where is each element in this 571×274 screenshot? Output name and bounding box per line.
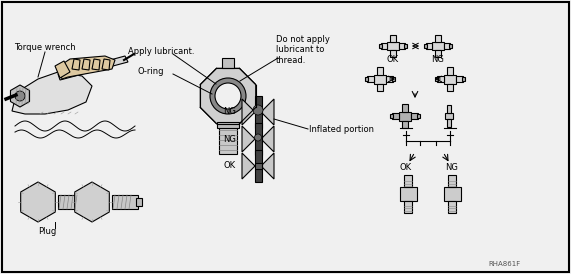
Bar bbox=[390, 50, 396, 57]
Bar bbox=[392, 113, 399, 119]
Circle shape bbox=[15, 91, 25, 101]
Bar bbox=[404, 201, 412, 213]
Bar bbox=[449, 44, 452, 48]
Bar bbox=[447, 119, 451, 127]
Polygon shape bbox=[72, 59, 80, 70]
Circle shape bbox=[253, 105, 263, 115]
Bar bbox=[445, 113, 453, 119]
Bar bbox=[386, 76, 393, 82]
Polygon shape bbox=[261, 153, 274, 179]
Circle shape bbox=[255, 134, 262, 141]
Bar bbox=[399, 112, 411, 121]
Bar bbox=[435, 35, 441, 42]
Bar bbox=[425, 43, 432, 49]
Polygon shape bbox=[261, 126, 274, 152]
Bar bbox=[374, 75, 386, 84]
Polygon shape bbox=[242, 99, 255, 125]
Bar bbox=[402, 121, 408, 128]
Text: Inflated portion: Inflated portion bbox=[309, 124, 374, 133]
Text: Do not apply
lubricant to
thread.: Do not apply lubricant to thread. bbox=[276, 35, 330, 65]
Text: NG: NG bbox=[432, 55, 444, 64]
Text: NG: NG bbox=[445, 162, 459, 172]
Text: OK: OK bbox=[224, 161, 236, 170]
Bar bbox=[432, 42, 444, 50]
Polygon shape bbox=[242, 126, 255, 152]
Bar bbox=[255, 150, 262, 182]
Text: OK: OK bbox=[400, 162, 412, 172]
Polygon shape bbox=[10, 85, 30, 107]
Bar bbox=[435, 50, 441, 57]
Bar bbox=[381, 43, 388, 49]
Bar bbox=[447, 84, 453, 91]
Circle shape bbox=[210, 78, 246, 114]
Text: NG: NG bbox=[223, 107, 236, 116]
Text: Plug: Plug bbox=[38, 227, 57, 236]
Polygon shape bbox=[102, 59, 110, 70]
Bar bbox=[424, 44, 427, 48]
Polygon shape bbox=[58, 56, 128, 80]
Bar bbox=[379, 44, 381, 48]
Polygon shape bbox=[58, 56, 115, 79]
Bar bbox=[82, 198, 88, 206]
Circle shape bbox=[215, 83, 241, 109]
Bar bbox=[222, 58, 234, 68]
Bar bbox=[411, 113, 418, 119]
Polygon shape bbox=[242, 153, 255, 179]
Bar bbox=[456, 76, 463, 82]
Polygon shape bbox=[200, 68, 256, 124]
Text: RHA861F: RHA861F bbox=[488, 261, 520, 267]
Bar bbox=[444, 43, 451, 49]
Bar bbox=[462, 77, 465, 81]
Polygon shape bbox=[55, 61, 70, 78]
Polygon shape bbox=[75, 182, 109, 222]
Text: Apply lubricant.: Apply lubricant. bbox=[128, 47, 195, 56]
Bar bbox=[390, 35, 396, 42]
Polygon shape bbox=[82, 59, 90, 70]
Bar bbox=[219, 126, 237, 154]
Bar bbox=[255, 163, 262, 169]
Text: Torque wrench: Torque wrench bbox=[14, 44, 75, 53]
Bar bbox=[377, 67, 383, 75]
Bar bbox=[435, 77, 438, 81]
Bar bbox=[404, 175, 412, 187]
Bar bbox=[390, 114, 393, 118]
Bar bbox=[388, 42, 399, 50]
Bar bbox=[444, 75, 456, 84]
Bar bbox=[377, 84, 383, 91]
Bar bbox=[400, 187, 416, 201]
Polygon shape bbox=[261, 99, 274, 125]
Text: OK: OK bbox=[387, 55, 399, 64]
Polygon shape bbox=[21, 182, 55, 222]
Bar bbox=[417, 114, 420, 118]
Bar bbox=[447, 105, 451, 113]
Bar bbox=[448, 175, 456, 187]
Bar bbox=[367, 76, 374, 82]
Text: O-ring: O-ring bbox=[138, 67, 164, 76]
Polygon shape bbox=[92, 59, 100, 70]
Text: NG: NG bbox=[223, 135, 236, 144]
Bar bbox=[444, 187, 460, 201]
Bar bbox=[58, 195, 84, 209]
Bar bbox=[404, 44, 407, 48]
Bar bbox=[437, 76, 444, 82]
Bar bbox=[365, 77, 368, 81]
Bar bbox=[255, 96, 262, 128]
Bar bbox=[217, 122, 239, 128]
Bar bbox=[447, 67, 453, 75]
Bar bbox=[448, 201, 456, 213]
Polygon shape bbox=[12, 72, 92, 114]
Bar bbox=[399, 43, 405, 49]
Bar bbox=[136, 198, 142, 206]
Bar bbox=[392, 77, 395, 81]
Bar bbox=[112, 195, 138, 209]
Bar bbox=[402, 104, 408, 112]
Bar bbox=[255, 123, 262, 155]
